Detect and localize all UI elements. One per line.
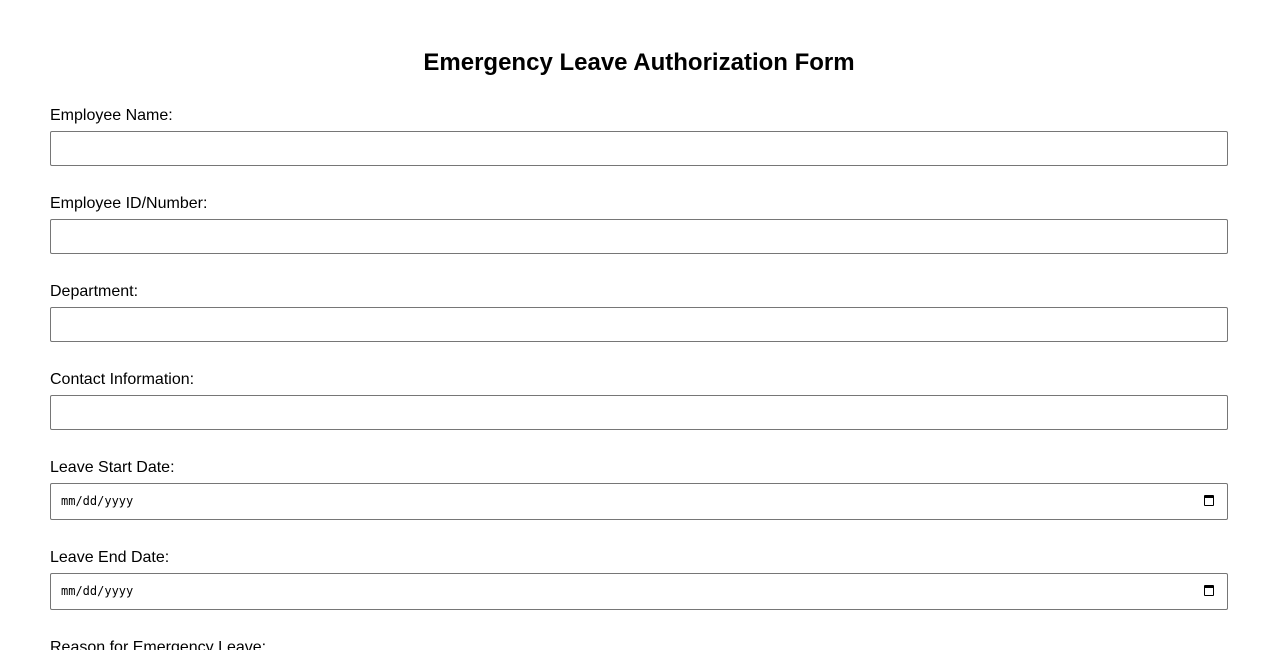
employee-id-label: Employee ID/Number:	[50, 195, 208, 212]
department-input[interactable]	[50, 307, 1228, 342]
leave-end-date-group: Leave End Date: mm/dd/yyyy	[50, 549, 1228, 610]
date-placeholder: mm/dd/yyyy	[61, 494, 134, 508]
department-label: Department:	[50, 283, 139, 300]
leave-end-date-label: Leave End Date:	[50, 549, 170, 566]
calendar-icon[interactable]	[1204, 585, 1214, 596]
contact-info-group: Contact Information:	[50, 371, 1228, 430]
employee-id-input[interactable]	[50, 219, 1228, 254]
contact-info-label: Contact Information:	[50, 371, 195, 388]
contact-info-input[interactable]	[50, 395, 1228, 430]
employee-id-group: Employee ID/Number:	[50, 195, 1228, 254]
employee-name-group: Employee Name:	[50, 107, 1228, 166]
page-title: Emergency Leave Authorization Form	[423, 49, 855, 76]
leave-start-date-label: Leave Start Date:	[50, 459, 175, 476]
reason-label: Reason for Emergency Leave:	[50, 639, 267, 650]
leave-start-date-group: Leave Start Date: mm/dd/yyyy	[50, 459, 1228, 520]
calendar-icon[interactable]	[1204, 495, 1214, 506]
reason-group: Reason for Emergency Leave:	[50, 639, 1228, 650]
date-placeholder: mm/dd/yyyy	[61, 584, 134, 598]
department-group: Department:	[50, 283, 1228, 342]
employee-name-input[interactable]	[50, 131, 1228, 166]
leave-end-date-input[interactable]: mm/dd/yyyy	[50, 573, 1228, 610]
employee-name-label: Employee Name:	[50, 107, 173, 124]
leave-start-date-input[interactable]: mm/dd/yyyy	[50, 483, 1228, 520]
